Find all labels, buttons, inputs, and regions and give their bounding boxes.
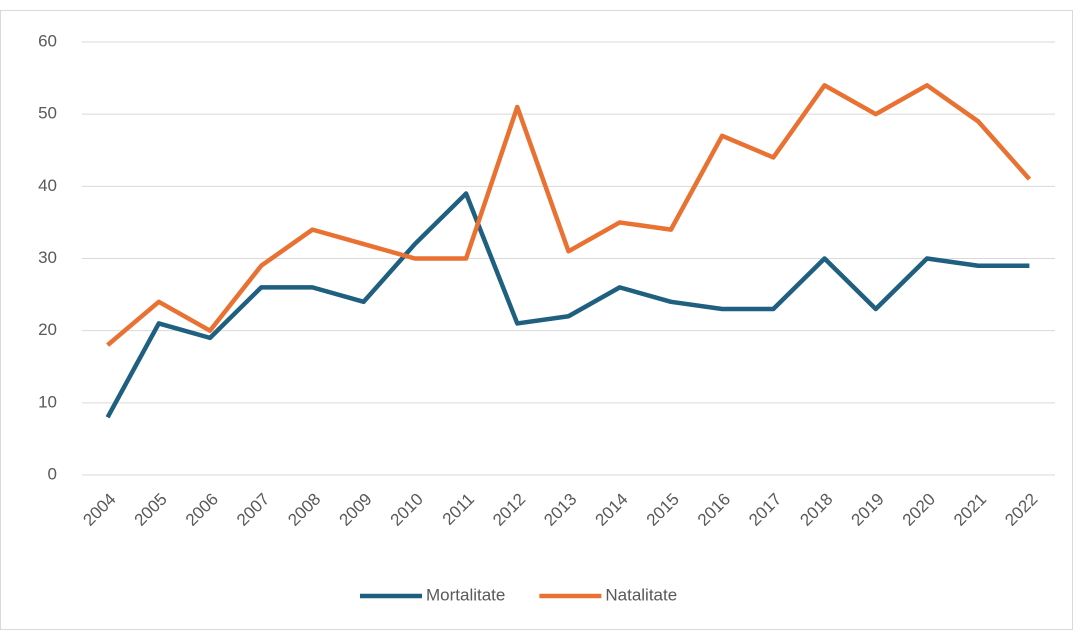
legend-label: Mortalitate: [426, 585, 505, 604]
y-tick-label: 40: [38, 176, 57, 195]
y-tick-label: 30: [38, 248, 57, 267]
y-tick-label: 0: [48, 464, 57, 483]
series-line: [105, 191, 1030, 419]
y-tick-label: 20: [38, 320, 57, 339]
y-tick-label: 50: [38, 104, 57, 123]
legend-label: Natalitate: [605, 585, 677, 604]
series-line: [106, 83, 1032, 347]
y-tick-label: 60: [38, 31, 57, 50]
y-tick-label: 10: [38, 392, 57, 411]
